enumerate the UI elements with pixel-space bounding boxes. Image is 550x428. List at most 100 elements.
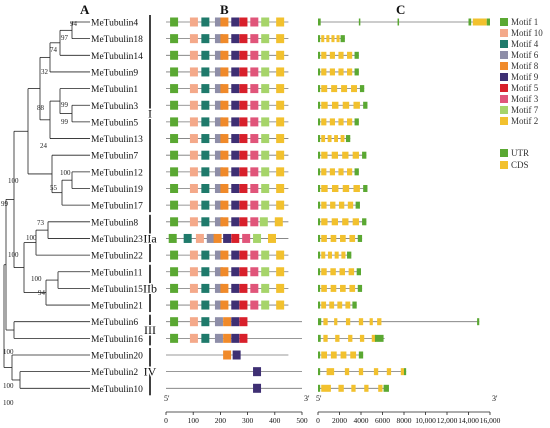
motif-block — [201, 333, 210, 343]
motif-block — [189, 333, 198, 343]
cds-block — [329, 68, 335, 76]
motif-block — [183, 233, 192, 243]
motif-block — [170, 50, 179, 60]
cds-block — [472, 18, 487, 26]
motif-block — [239, 150, 248, 160]
axis-tick-label: 16,000 — [480, 416, 501, 425]
legend-swatch — [500, 117, 508, 125]
motif-block — [189, 117, 198, 127]
motif-block — [201, 50, 210, 60]
motif-block — [239, 117, 248, 127]
axis-tick-label: 8000 — [397, 416, 412, 425]
bootstrap-value: 88 — [37, 104, 45, 112]
cds-block — [331, 185, 339, 192]
motif-block — [231, 17, 240, 27]
motif-block — [170, 67, 179, 77]
utr-block — [354, 168, 359, 176]
motif-block — [276, 117, 285, 127]
utr-block — [362, 151, 367, 159]
motif-block — [231, 50, 240, 60]
cds-block — [342, 101, 350, 109]
motif-block — [250, 150, 259, 160]
cds-block — [323, 334, 328, 342]
cds-block — [330, 268, 336, 276]
motif-block — [239, 333, 248, 343]
motif-block — [170, 217, 179, 227]
gene-structure-panel — [318, 18, 490, 392]
utr-block — [318, 368, 321, 376]
motif-block — [276, 283, 285, 293]
motif-block — [201, 250, 210, 260]
cds-block — [345, 318, 351, 326]
group-label: IIb — [143, 281, 157, 295]
bootstrap-value: 99 — [1, 200, 9, 208]
axis-tick-label: 400 — [269, 416, 281, 425]
utr-block — [362, 218, 367, 226]
motif-block — [231, 267, 240, 277]
motif-block — [268, 233, 276, 243]
motif-block — [250, 267, 259, 277]
legend-swatch — [500, 84, 508, 92]
motif-block — [170, 283, 179, 293]
motif-block — [189, 100, 198, 110]
motif-block — [239, 134, 248, 144]
cds-block — [347, 68, 353, 76]
bootstrap-value: 74 — [50, 46, 58, 54]
cds-block — [373, 368, 379, 376]
legend-label: Motif 1 — [511, 17, 538, 27]
motif-block — [189, 34, 198, 44]
utr-block — [374, 334, 384, 342]
cds-block — [331, 218, 338, 226]
bootstrap-value: 97 — [61, 34, 69, 42]
phylogenetic-tree: 9497743299998810055241007310010094100991… — [1, 20, 90, 407]
axis-end-label: 3' — [304, 394, 310, 403]
motif-block — [261, 250, 270, 260]
motif-block — [206, 233, 215, 243]
legend-swatch — [500, 73, 508, 81]
bootstrap-value: 32 — [41, 68, 49, 76]
motif-block — [201, 283, 210, 293]
motif-block — [214, 67, 223, 77]
motif-block — [250, 167, 259, 177]
motif-block — [220, 267, 229, 277]
cds-block — [321, 384, 331, 392]
motif-block — [201, 84, 210, 94]
motif-block — [261, 117, 270, 127]
utr-block — [363, 101, 368, 109]
motif-panel — [166, 17, 302, 393]
motif-block — [201, 67, 210, 77]
motif-block — [239, 267, 248, 277]
motif-block — [201, 100, 210, 110]
motif-block — [170, 150, 179, 160]
motif-block — [170, 134, 179, 144]
motif-block — [201, 17, 210, 27]
motif-block — [231, 34, 240, 44]
motif-block — [189, 50, 198, 60]
utr-block — [318, 301, 321, 309]
motif-block — [220, 34, 229, 44]
cds-block — [359, 334, 365, 342]
motif-block — [170, 167, 179, 177]
cds-block — [342, 218, 349, 226]
motif-block — [223, 233, 232, 243]
motif-block — [250, 134, 259, 144]
motif-block — [189, 150, 198, 160]
utr-block — [486, 18, 490, 26]
motif-block — [253, 383, 262, 393]
cds-block — [340, 284, 346, 292]
motif-block — [250, 217, 259, 227]
cds-block — [353, 101, 360, 109]
cds-block — [364, 384, 369, 392]
motif-block — [239, 217, 248, 227]
cds-block — [350, 351, 357, 359]
cds-block — [321, 185, 328, 192]
cds-block — [351, 85, 358, 93]
motif-block — [261, 67, 270, 77]
motif-block — [276, 17, 285, 27]
cds-block — [371, 334, 377, 342]
utr-block — [358, 351, 364, 359]
cds-block — [331, 151, 338, 159]
utr-block — [318, 234, 321, 242]
legend-swatch — [500, 29, 508, 37]
